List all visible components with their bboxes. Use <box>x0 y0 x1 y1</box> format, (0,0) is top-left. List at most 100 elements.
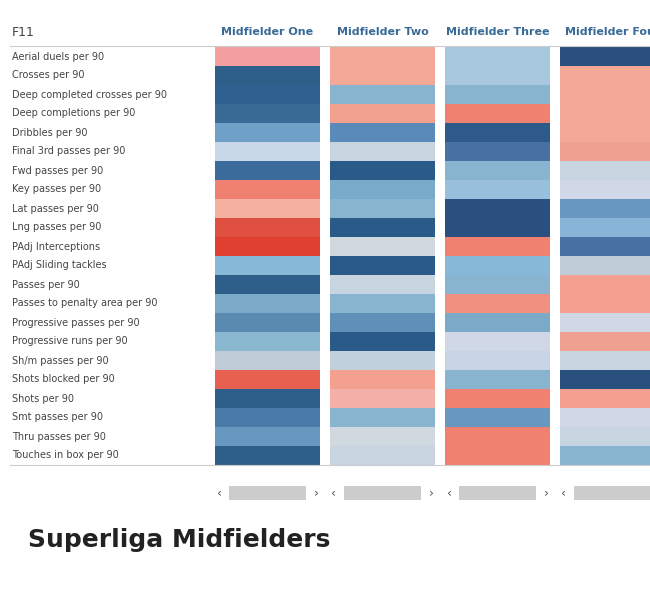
Bar <box>459 486 536 500</box>
Text: ‹: ‹ <box>447 486 452 500</box>
Bar <box>215 180 320 199</box>
Text: ›: › <box>313 486 318 500</box>
Bar <box>445 351 550 370</box>
Text: Final 3rd passes per 90: Final 3rd passes per 90 <box>12 147 125 156</box>
Text: Superliga Midfielders: Superliga Midfielders <box>28 528 330 552</box>
Bar <box>330 408 435 427</box>
Bar <box>215 199 320 218</box>
Bar <box>445 256 550 275</box>
Bar <box>445 218 550 237</box>
Bar <box>215 218 320 237</box>
Bar <box>560 427 650 446</box>
Bar <box>445 85 550 104</box>
Bar <box>560 351 650 370</box>
Bar <box>560 332 650 351</box>
Bar <box>445 161 550 180</box>
Bar <box>330 142 435 161</box>
Bar <box>560 370 650 389</box>
Text: Progressive passes per 90: Progressive passes per 90 <box>12 318 140 327</box>
Bar <box>215 256 320 275</box>
Text: PAdj Interceptions: PAdj Interceptions <box>12 242 100 251</box>
Bar <box>560 142 650 161</box>
Bar <box>330 180 435 199</box>
Text: Shots per 90: Shots per 90 <box>12 393 74 403</box>
Bar <box>330 256 435 275</box>
Bar <box>330 104 435 123</box>
Text: ‹: ‹ <box>216 486 222 500</box>
Bar <box>445 427 550 446</box>
Bar <box>215 237 320 256</box>
Bar <box>330 370 435 389</box>
Text: Aerial duels per 90: Aerial duels per 90 <box>12 51 104 62</box>
Bar <box>215 161 320 180</box>
Text: Fwd passes per 90: Fwd passes per 90 <box>12 165 103 176</box>
Bar <box>560 294 650 313</box>
Text: Crosses per 90: Crosses per 90 <box>12 71 84 80</box>
Bar <box>445 332 550 351</box>
Bar <box>330 313 435 332</box>
Bar <box>574 486 650 500</box>
Text: ›: › <box>428 486 434 500</box>
Text: Deep completions per 90: Deep completions per 90 <box>12 109 135 118</box>
Bar <box>560 180 650 199</box>
Bar <box>445 104 550 123</box>
Bar <box>560 389 650 408</box>
Bar <box>445 446 550 465</box>
Bar <box>215 294 320 313</box>
Bar <box>215 275 320 294</box>
Bar <box>215 104 320 123</box>
Bar <box>330 123 435 142</box>
Text: ‹: ‹ <box>562 486 567 500</box>
Bar <box>560 275 650 294</box>
Bar <box>330 218 435 237</box>
Bar <box>215 85 320 104</box>
Text: Midfielder Three: Midfielder Three <box>446 27 549 37</box>
Text: Passes per 90: Passes per 90 <box>12 280 80 289</box>
Bar <box>445 313 550 332</box>
Text: Midfielder One: Midfielder One <box>222 27 313 37</box>
Bar <box>560 313 650 332</box>
Text: Midfielder Four: Midfielder Four <box>565 27 650 37</box>
Text: Passes to penalty area per 90: Passes to penalty area per 90 <box>12 298 157 309</box>
Bar <box>229 486 306 500</box>
Bar <box>560 446 650 465</box>
Bar <box>560 218 650 237</box>
Bar <box>560 104 650 123</box>
Text: Lat passes per 90: Lat passes per 90 <box>12 204 99 213</box>
Text: Dribbles per 90: Dribbles per 90 <box>12 127 88 138</box>
Bar <box>445 123 550 142</box>
Bar <box>330 389 435 408</box>
Bar <box>560 123 650 142</box>
Bar <box>215 446 320 465</box>
Bar <box>560 237 650 256</box>
Bar <box>215 370 320 389</box>
Text: Progressive runs per 90: Progressive runs per 90 <box>12 336 127 347</box>
Bar <box>330 446 435 465</box>
Bar <box>330 161 435 180</box>
Bar <box>330 427 435 446</box>
Text: Midfielder Two: Midfielder Two <box>337 27 428 37</box>
Bar <box>445 408 550 427</box>
Bar <box>445 66 550 85</box>
Bar <box>215 427 320 446</box>
Bar <box>330 351 435 370</box>
Bar <box>215 123 320 142</box>
Text: Smt passes per 90: Smt passes per 90 <box>12 413 103 423</box>
Bar <box>445 142 550 161</box>
Bar <box>445 47 550 66</box>
Bar <box>445 389 550 408</box>
Bar <box>560 85 650 104</box>
Bar <box>330 85 435 104</box>
Bar <box>560 161 650 180</box>
Bar <box>560 47 650 66</box>
Bar <box>330 199 435 218</box>
Bar <box>445 294 550 313</box>
Bar <box>215 389 320 408</box>
Bar <box>445 237 550 256</box>
Bar <box>215 47 320 66</box>
Bar <box>330 275 435 294</box>
Bar <box>445 370 550 389</box>
Bar <box>330 66 435 85</box>
Bar <box>215 351 320 370</box>
Text: Thru passes per 90: Thru passes per 90 <box>12 431 106 442</box>
